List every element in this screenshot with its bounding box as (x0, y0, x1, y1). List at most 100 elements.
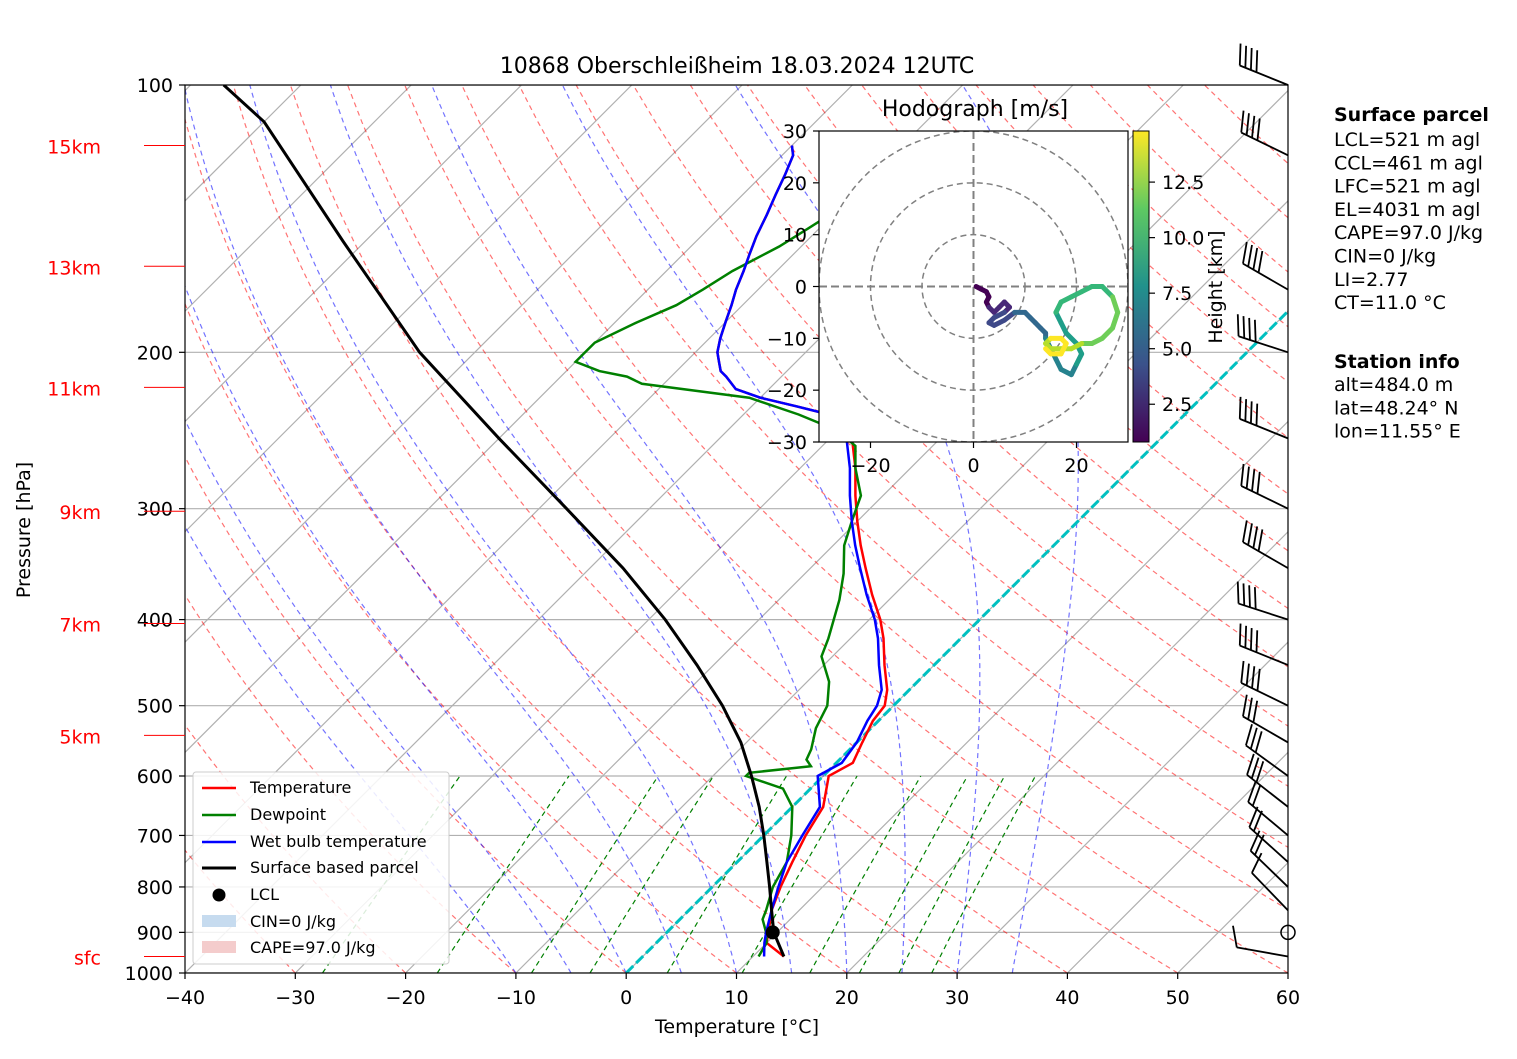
hodograph-grid (819, 131, 1128, 442)
x-tick-label: 60 (1276, 987, 1300, 1009)
hodograph-y-tick-label: −10 (767, 328, 807, 350)
station-info-line: alt=484.0 m (1334, 374, 1453, 396)
legend-label-wetbulb: Wet bulb temperature (250, 832, 427, 851)
wind-barb-flag (1247, 781, 1257, 803)
colorbar-ticks: 2.5 5.0 7.5 10.0 12.5 (1149, 172, 1204, 416)
wind-barb-staff (1242, 262, 1289, 291)
station-info-line: lon=11.55° E (1334, 421, 1461, 443)
wind-barb-flag (1252, 810, 1263, 832)
colorbar-tick-label: 5.0 (1162, 339, 1192, 361)
series-line (716, 145, 883, 957)
isotherm-line (185, 85, 743, 643)
x-axis-label: Temperature [°C] (654, 1016, 819, 1038)
hodograph-trace (973, 284, 1121, 378)
moist-adiabat (185, 418, 572, 973)
hodograph-segment (1110, 309, 1121, 331)
wind-barb-flag (1255, 403, 1259, 426)
y-tick-label: 700 (137, 825, 173, 847)
wind-barb-calm (1280, 924, 1296, 941)
isotherm-line (736, 420, 1288, 973)
x-tick-label: 10 (724, 987, 748, 1009)
dry-adiabat (289, 85, 1068, 973)
mixing-ratio-line (436, 775, 570, 973)
altitude-label: 11km (47, 378, 101, 400)
wind-barb-flag (1250, 401, 1253, 424)
wind-barb-flag (1247, 697, 1253, 720)
surface-parcel-line: LI=2.77 (1334, 269, 1408, 291)
colorbar-label: Height [km] (1205, 230, 1227, 343)
legend: Temperature Dewpoint Wet bulb temperatur… (192, 771, 450, 965)
wind-barb-staff (1242, 715, 1289, 744)
moist-adiabat (185, 86, 682, 973)
wind-barb-flag (1240, 463, 1245, 486)
wind-barb-flag (1238, 623, 1242, 646)
wind-barb-flag (1252, 700, 1259, 723)
y-tick-label: 100 (137, 75, 173, 97)
wind-barb-flag (1242, 694, 1248, 717)
moist-adiabat (329, 85, 793, 973)
hodograph-y-tick-label: −20 (767, 380, 807, 402)
surface-parcel-line: LCL=521 m agl (1334, 129, 1480, 151)
moist-adiabat (961, 85, 1079, 973)
wind-barb-flag (1244, 399, 1248, 422)
wind-barb-flag (1253, 319, 1257, 342)
wind-barb-staff (1249, 850, 1289, 888)
legend-swatch-cape (202, 941, 236, 953)
surface-parcel-line: CAPE=97.0 J/kg (1334, 222, 1483, 244)
y-axis-label: Pressure [hPa] (13, 462, 35, 598)
isotherm-line (185, 85, 853, 754)
wind-barb-staff (1236, 946, 1289, 958)
isotherm-line (185, 85, 522, 423)
dry-adiabat (232, 85, 958, 973)
moist-adiabat (431, 85, 848, 973)
station-info-line: lat=48.24° N (1334, 397, 1458, 419)
legend-label-parcel: Surface based parcel (250, 858, 419, 877)
wind-barb-flag (1240, 110, 1245, 133)
wind-barb-flag (1245, 113, 1250, 136)
wind-barb-staff (1247, 801, 1289, 837)
dry-adiabat (347, 85, 1179, 973)
wind-barb-flag (1255, 761, 1265, 783)
wind-barb-flag (1248, 806, 1259, 828)
altitude-label: 5km (59, 726, 101, 748)
x-tick-label: 30 (945, 987, 969, 1009)
wind-barb-flag (1248, 585, 1251, 608)
dry-adiabat (185, 455, 627, 973)
isotherm-line (846, 530, 1288, 973)
wind-barb-flag (1252, 247, 1259, 270)
surface-parcel-line: EL=4031 m agl (1334, 199, 1480, 221)
wind-barb-flag (1242, 316, 1246, 339)
x-tick-label: 20 (835, 987, 859, 1009)
sounding-lines (222, 85, 947, 958)
wind-barb-flag (1244, 45, 1248, 68)
moist-adiabat (249, 85, 738, 973)
wind-barb-flag (1240, 660, 1245, 683)
x-tick-label: −30 (275, 987, 315, 1009)
wind-barb-flag (1247, 523, 1253, 546)
x-tick-label: 50 (1166, 987, 1190, 1009)
wind-barb-staff (1238, 602, 1289, 621)
wind-barb-flag (1251, 852, 1263, 874)
wind-barb-staff (1240, 682, 1289, 707)
colorbar-tick-label: 12.5 (1162, 172, 1204, 194)
y-tick-label: 800 (137, 877, 173, 899)
wind-barb-flag (1257, 529, 1264, 552)
station-info-heading: Station info (1334, 351, 1460, 373)
hodograph-x-tick-label: −20 (850, 455, 890, 477)
wind-barb-staff (1248, 826, 1289, 863)
wind-barb-flag (1242, 241, 1248, 264)
y-tick-label: 500 (137, 696, 173, 718)
wind-barb-flag (1250, 628, 1253, 651)
wind-barb-flag (1242, 583, 1246, 606)
wind-barbs (1232, 43, 1296, 958)
y-tick-label: 400 (137, 610, 173, 632)
dry-adiabat (185, 302, 737, 973)
moist-adiabat (185, 284, 627, 973)
mixing-ratio-line (858, 775, 969, 973)
x-tick-label: 40 (1055, 987, 1079, 1009)
wind-barb-flag (1238, 396, 1242, 419)
wind-barb-flag (1250, 47, 1253, 71)
